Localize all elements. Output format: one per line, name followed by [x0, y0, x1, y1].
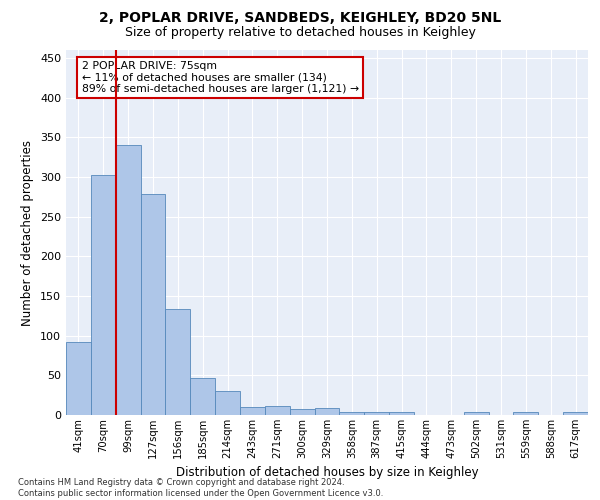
Text: Contains HM Land Registry data © Crown copyright and database right 2024.
Contai: Contains HM Land Registry data © Crown c… [18, 478, 383, 498]
Bar [314, 408, 340, 415]
Bar [91, 176, 116, 415]
Text: Size of property relative to detached houses in Keighley: Size of property relative to detached ho… [125, 26, 475, 39]
Y-axis label: Number of detached properties: Number of detached properties [22, 140, 34, 326]
Bar [116, 145, 140, 415]
Bar [290, 408, 314, 415]
Bar [166, 310, 190, 415]
Bar [66, 342, 91, 415]
Text: 2 POPLAR DRIVE: 75sqm
← 11% of detached houses are smaller (134)
89% of semi-det: 2 POPLAR DRIVE: 75sqm ← 11% of detached … [82, 61, 359, 94]
Bar [563, 412, 588, 415]
X-axis label: Distribution of detached houses by size in Keighley: Distribution of detached houses by size … [176, 466, 478, 479]
Bar [265, 406, 290, 415]
Bar [190, 378, 215, 415]
Bar [140, 194, 166, 415]
Bar [340, 412, 364, 415]
Bar [240, 407, 265, 415]
Bar [215, 391, 240, 415]
Bar [464, 412, 488, 415]
Bar [389, 412, 414, 415]
Bar [514, 412, 538, 415]
Bar [364, 412, 389, 415]
Text: 2, POPLAR DRIVE, SANDBEDS, KEIGHLEY, BD20 5NL: 2, POPLAR DRIVE, SANDBEDS, KEIGHLEY, BD2… [99, 12, 501, 26]
